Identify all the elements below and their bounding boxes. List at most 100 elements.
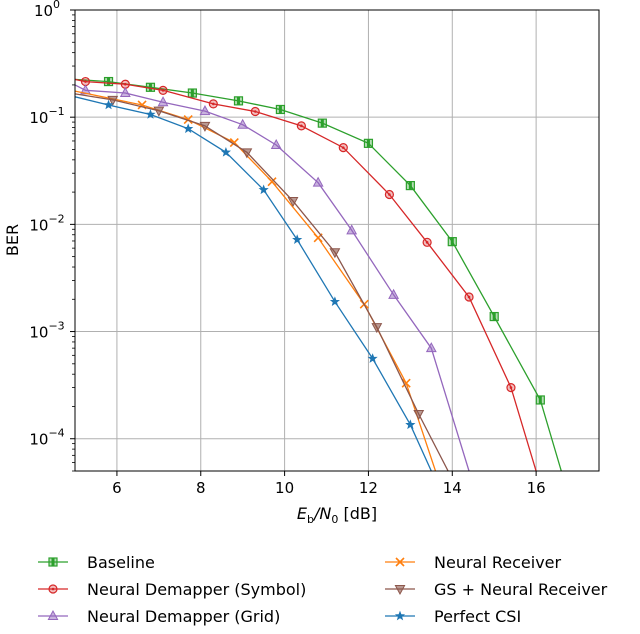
- x-tick-label: 6: [112, 479, 122, 497]
- data-point: [233, 96, 244, 106]
- data-point: [405, 180, 415, 191]
- data-point: [158, 85, 168, 95]
- data-point: [329, 296, 340, 306]
- data-point: [489, 311, 499, 322]
- data-point: [267, 177, 277, 187]
- legend-swatch-marker: [47, 609, 59, 620]
- data-point: [187, 88, 197, 98]
- legend-label: Neural Demapper (Grid): [87, 607, 280, 626]
- data-point: [338, 143, 348, 153]
- legend: Baseline Neural Demapper (Symbol) Neural D…: [38, 553, 608, 626]
- x-axis-label: Eb/N0 [dB]: [297, 504, 377, 526]
- data-point: [506, 382, 516, 393]
- data-point: [270, 138, 282, 150]
- data-point: [405, 419, 416, 430]
- legend-swatch-marker: [48, 584, 58, 594]
- data-point: [317, 118, 327, 128]
- data-point: [388, 288, 400, 299]
- data-point: [120, 79, 130, 89]
- y-tick-label: 100: [34, 0, 60, 20]
- legend-swatch-marker: [394, 610, 406, 621]
- y-tick-label: 10−2: [29, 212, 64, 234]
- data-point: [241, 148, 253, 159]
- data-point: [183, 115, 193, 125]
- data-point: [199, 121, 211, 132]
- x-tick-label: 14: [443, 479, 462, 497]
- data-point: [447, 237, 457, 247]
- legend-label: Neural Receiver: [434, 553, 562, 572]
- legend-item: Neural Receiver: [385, 553, 562, 572]
- y-tick-label: 10−4: [29, 427, 64, 449]
- x-tick-label: 10: [275, 479, 294, 497]
- data-point: [145, 109, 156, 119]
- y-axis-label: BER: [3, 224, 22, 256]
- data-point: [425, 342, 437, 353]
- data-point: [250, 106, 260, 117]
- legend-swatch-marker: [395, 557, 405, 567]
- data-point: [119, 86, 131, 98]
- series-5: [75, 96, 432, 471]
- legend-item: Perfect CSI: [385, 607, 521, 626]
- data-point: [422, 237, 432, 247]
- series-line: [75, 90, 437, 471]
- data-point: [312, 176, 324, 187]
- data-point: [413, 410, 425, 421]
- data-point: [107, 95, 119, 106]
- data-point: [157, 96, 169, 107]
- legend-item: GS + Neural Receiver: [385, 580, 608, 599]
- data-point: [103, 76, 114, 87]
- series-2: [75, 84, 470, 471]
- grid: [75, 9, 599, 471]
- x-axis-label-n: /N: [312, 504, 331, 523]
- legend-label: Perfect CSI: [434, 607, 521, 626]
- series-line: [75, 93, 449, 471]
- y-tick-label: 10−3: [29, 320, 64, 342]
- data-point: [287, 197, 299, 208]
- series-3: [75, 90, 437, 471]
- data-point: [220, 146, 231, 157]
- data-point: [229, 137, 239, 148]
- x-tick-label: 16: [527, 479, 546, 497]
- data-point: [367, 353, 378, 363]
- data-point: [237, 118, 249, 129]
- legend-label: Baseline: [87, 553, 155, 572]
- data-point: [258, 184, 269, 195]
- data-point: [103, 99, 114, 110]
- series-0: [75, 76, 562, 471]
- x-tick-label: 12: [359, 479, 378, 497]
- legend-swatch-marker: [48, 557, 58, 567]
- x-axis-label-unit: [dB]: [338, 504, 377, 523]
- series-layer: [75, 76, 562, 471]
- data-point: [208, 99, 218, 109]
- data-point: [153, 106, 165, 117]
- plot-frame: [74, 9, 600, 472]
- data-point: [401, 378, 411, 388]
- x-axis-label-sub-0: 0: [331, 513, 338, 526]
- data-point: [199, 105, 211, 116]
- data-point: [363, 138, 374, 148]
- data-point: [464, 292, 474, 302]
- legend-item: Neural Demapper (Grid): [38, 607, 280, 626]
- series-line: [75, 78, 537, 471]
- data-point: [292, 234, 303, 244]
- x-axis-label-e: E: [297, 504, 308, 523]
- data-point: [371, 323, 383, 334]
- series-line: [75, 84, 470, 471]
- x-axis-label-sub-b: b: [307, 513, 314, 526]
- data-point: [329, 248, 341, 259]
- legend-label: Neural Demapper (Symbol): [87, 580, 306, 599]
- data-point: [384, 189, 394, 200]
- series-1: [75, 76, 537, 471]
- data-point: [535, 395, 545, 405]
- x-tick-label: 8: [196, 479, 206, 497]
- tick-layer: 6 8 10 12 14 16 100 10−1 10−2 10−3 10−4: [29, 0, 545, 497]
- series-4: [75, 93, 449, 471]
- data-point: [275, 104, 286, 115]
- y-tick-label: 10−1: [29, 105, 64, 127]
- legend-item: Neural Demapper (Symbol): [38, 580, 306, 599]
- legend-label: GS + Neural Receiver: [434, 580, 608, 599]
- data-point: [183, 123, 194, 134]
- data-point: [346, 224, 358, 235]
- legend-item: Baseline: [38, 553, 155, 572]
